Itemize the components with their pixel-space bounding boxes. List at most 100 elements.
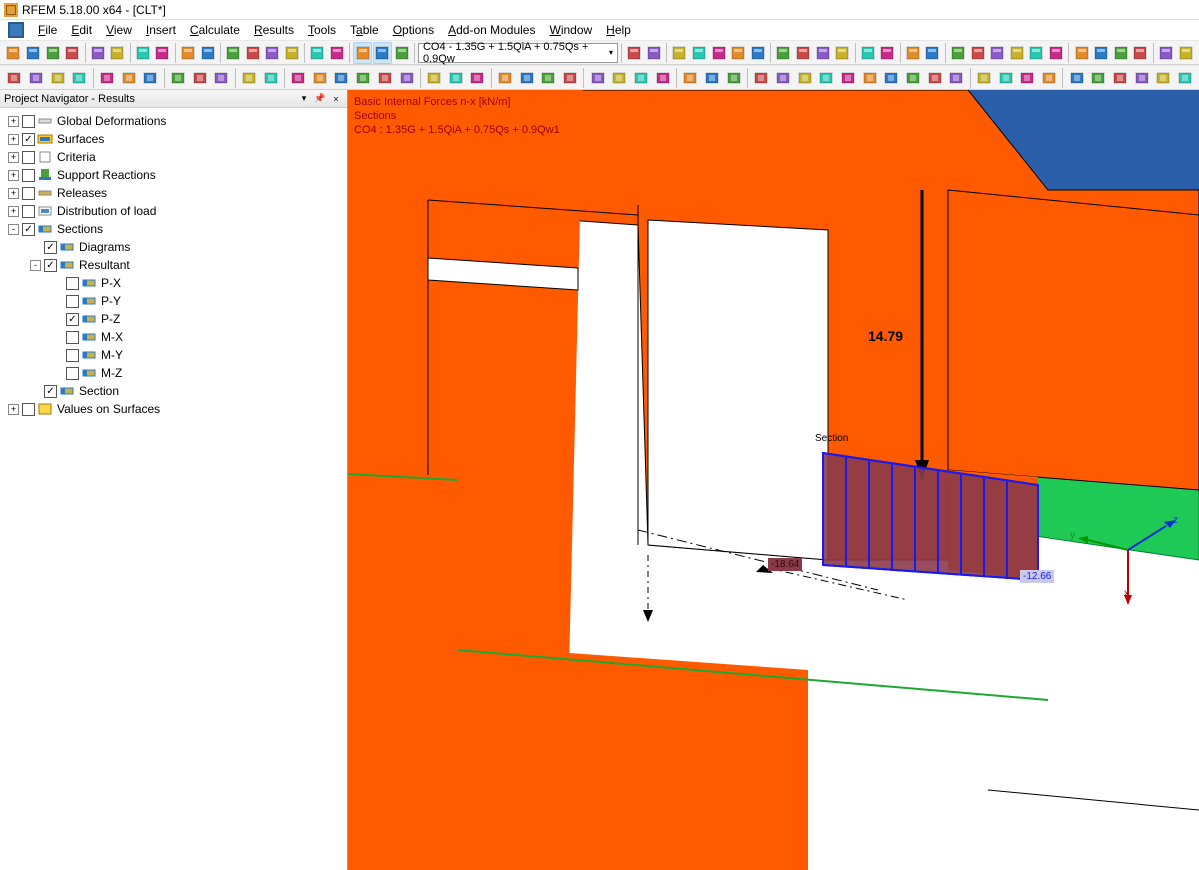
menu-addon[interactable]: Add-on Modules bbox=[442, 21, 541, 39]
toolbar-print-button[interactable] bbox=[88, 42, 107, 64]
load-combination-combo[interactable]: CO4 - 1.35G + 1.5QiA + 0.75Qs + 0.9Qw▾ bbox=[418, 43, 618, 63]
tree-item[interactable]: Diagrams bbox=[2, 238, 345, 256]
tree-checkbox[interactable] bbox=[66, 331, 79, 344]
menu-help[interactable]: Help bbox=[600, 21, 637, 39]
tree-checkbox[interactable] bbox=[44, 385, 57, 398]
menu-calculate[interactable]: Calculate bbox=[184, 21, 246, 39]
tree-expander-icon[interactable]: + bbox=[8, 134, 19, 145]
toolbar-nav-display-button[interactable] bbox=[26, 67, 47, 89]
tree-item[interactable]: -Resultant bbox=[2, 256, 345, 274]
toolbar-show-numbering-button[interactable] bbox=[353, 42, 372, 64]
toolbar-tbl-3-button[interactable] bbox=[988, 42, 1007, 64]
menu-file[interactable]: File bbox=[32, 21, 63, 39]
toolbar-module-button[interactable] bbox=[1157, 42, 1176, 64]
toolbar-tbl-1-button[interactable] bbox=[949, 42, 968, 64]
toolbar-solid-button[interactable] bbox=[396, 67, 417, 89]
toolbar-mod-4-button[interactable] bbox=[816, 67, 837, 89]
toolbar-paste-button[interactable] bbox=[153, 42, 172, 64]
tree-checkbox[interactable] bbox=[66, 277, 79, 290]
toolbar-results-section-button[interactable] bbox=[729, 42, 748, 64]
tree-item[interactable]: +Values on Surfaces bbox=[2, 400, 345, 418]
tree-item[interactable]: P-X bbox=[2, 274, 345, 292]
toolbar-col-6-button[interactable] bbox=[1175, 67, 1196, 89]
menu-tools[interactable]: Tools bbox=[302, 21, 342, 39]
tree-item[interactable]: +Global Deformations bbox=[2, 112, 345, 130]
tree-checkbox[interactable] bbox=[44, 241, 57, 254]
toolbar-undo-button[interactable] bbox=[179, 42, 198, 64]
toolbar-ani-cycle-button[interactable] bbox=[923, 42, 942, 64]
toolbar-mod-1-button[interactable] bbox=[751, 67, 772, 89]
tree-item[interactable]: M-Y bbox=[2, 346, 345, 364]
toolbar-view-xy-button[interactable] bbox=[587, 67, 608, 89]
tree-checkbox[interactable] bbox=[22, 151, 35, 164]
toolbar-opening-button[interactable] bbox=[375, 67, 396, 89]
toolbar-mod-3-button[interactable] bbox=[794, 67, 815, 89]
toolbar-support-button[interactable] bbox=[424, 67, 445, 89]
toolbar-zoom-window-button[interactable] bbox=[263, 42, 282, 64]
toolbar-render-2-button[interactable] bbox=[1092, 42, 1111, 64]
toolbar-render-4-button[interactable] bbox=[1131, 42, 1150, 64]
tree-item[interactable]: P-Y bbox=[2, 292, 345, 310]
tree-item[interactable]: M-X bbox=[2, 328, 345, 346]
toolbar-mod-10-button[interactable] bbox=[946, 67, 967, 89]
toolbar-zoom-all-button[interactable] bbox=[283, 42, 302, 64]
toolbar-show-results-button[interactable] bbox=[393, 42, 412, 64]
toolbar-show-loads-button[interactable] bbox=[373, 42, 392, 64]
tree-expander-icon[interactable]: - bbox=[8, 224, 19, 235]
tree-expander-icon[interactable]: - bbox=[30, 260, 41, 271]
toolbar-results-contour-button[interactable] bbox=[709, 42, 728, 64]
toolbar-ani-button[interactable] bbox=[903, 42, 922, 64]
tree-item[interactable]: -Sections bbox=[2, 220, 345, 238]
toolbar-copy-button[interactable] bbox=[134, 42, 153, 64]
toolbar-tbl-5-button[interactable] bbox=[1027, 42, 1046, 64]
toolbar-col-1-button[interactable] bbox=[1066, 67, 1087, 89]
toolbar-release-button[interactable] bbox=[467, 67, 488, 89]
toolbar-layer-3-button[interactable] bbox=[211, 67, 232, 89]
toolbar-graph-3-button[interactable] bbox=[813, 42, 832, 64]
tree-item[interactable]: Section bbox=[2, 382, 345, 400]
tree-item[interactable]: +Surfaces bbox=[2, 130, 345, 148]
tree-checkbox[interactable] bbox=[66, 349, 79, 362]
menu-results[interactable]: Results bbox=[248, 21, 300, 39]
tree-item[interactable]: M-Z bbox=[2, 364, 345, 382]
toolbar-view-xz-button[interactable] bbox=[609, 67, 630, 89]
toolbar-render-3-button[interactable] bbox=[1112, 42, 1131, 64]
toolbar-member-button[interactable] bbox=[331, 67, 352, 89]
toolbar-sel-prev-button[interactable] bbox=[140, 67, 161, 89]
tree-expander-icon[interactable]: + bbox=[8, 116, 19, 127]
toolbar-save-button[interactable] bbox=[43, 42, 62, 64]
toolbar-results-iso-button[interactable] bbox=[690, 42, 709, 64]
menu-window[interactable]: Window bbox=[543, 21, 598, 39]
toolbar-help-button[interactable] bbox=[1176, 42, 1195, 64]
tree-checkbox[interactable] bbox=[22, 169, 35, 182]
toolbar-col-4-button[interactable] bbox=[1131, 67, 1152, 89]
toolbar-view-iso-button[interactable] bbox=[652, 67, 673, 89]
toolbar-load-l-button[interactable] bbox=[516, 67, 537, 89]
tree-checkbox[interactable] bbox=[22, 205, 35, 218]
menu-edit[interactable]: Edit bbox=[65, 21, 98, 39]
toolbar-line-button[interactable] bbox=[309, 67, 330, 89]
model-viewport[interactable]: Basic Internal Forces n-x [kN/m] Section… bbox=[348, 90, 1199, 870]
toolbar-graph-1-button[interactable] bbox=[774, 42, 793, 64]
toolbar-mod-5-button[interactable] bbox=[838, 67, 859, 89]
toolbar-tbl-6-button[interactable] bbox=[1047, 42, 1066, 64]
toolbar-open-button[interactable] bbox=[24, 42, 43, 64]
tree-item[interactable]: +Support Reactions bbox=[2, 166, 345, 184]
toolbar-save-all-button[interactable] bbox=[63, 42, 82, 64]
tree-checkbox[interactable] bbox=[22, 223, 35, 236]
toolbar-hinge-button[interactable] bbox=[445, 67, 466, 89]
menu-insert[interactable]: Insert bbox=[140, 21, 182, 39]
toolbar-new-button[interactable] bbox=[4, 42, 23, 64]
toolbar-mesh-button[interactable] bbox=[858, 42, 877, 64]
tree-item[interactable]: +Distribution of load bbox=[2, 202, 345, 220]
navigator-pin-icon[interactable]: 📌 bbox=[313, 92, 327, 106]
toolbar-mod-6-button[interactable] bbox=[859, 67, 880, 89]
toolbar-pan-button[interactable] bbox=[308, 42, 327, 64]
tree-checkbox[interactable] bbox=[66, 295, 79, 308]
menu-table[interactable]: Table bbox=[344, 21, 385, 39]
toolbar-rend-trans-button[interactable] bbox=[1017, 67, 1038, 89]
toolbar-mod-2-button[interactable] bbox=[773, 67, 794, 89]
toolbar-layer-2-button[interactable] bbox=[189, 67, 210, 89]
toolbar-view-yz-button[interactable] bbox=[631, 67, 652, 89]
toolbar-rend-wire-button[interactable] bbox=[974, 67, 995, 89]
